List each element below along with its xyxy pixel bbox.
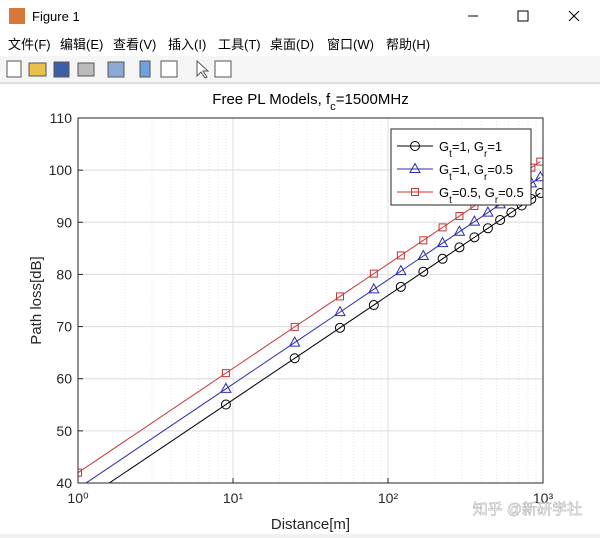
x-tick-label: 10²	[378, 490, 399, 506]
marker	[453, 225, 466, 236]
tool-open[interactable]	[28, 62, 47, 77]
y-tick-label: 110	[50, 110, 73, 126]
marker	[506, 207, 517, 218]
marker	[369, 269, 378, 278]
marker	[409, 162, 421, 173]
legend-label: Gt=0.5, Gr=0.5	[439, 185, 524, 206]
legend-label: Gt=1, Gr=1	[439, 139, 502, 160]
legend-label: Gt=1, Gr=0.5	[439, 162, 513, 183]
menu-item[interactable]: 编辑(E)	[60, 37, 103, 52]
x-tick-label: 10³	[533, 490, 554, 506]
marker	[417, 249, 430, 261]
marker	[438, 223, 447, 232]
window-title: Figure 1	[32, 9, 80, 24]
marker	[468, 215, 481, 226]
maximize-button[interactable]	[517, 10, 529, 22]
marker	[410, 141, 420, 151]
tool-property[interactable]	[214, 60, 232, 78]
toolbar	[0, 56, 600, 83]
toolbar-icons	[6, 59, 232, 79]
marker	[334, 322, 345, 333]
menu-bar	[0, 32, 600, 56]
menu-item[interactable]: 帮助(H)	[386, 37, 430, 52]
chart-title: Free PL Models, fc=1500MHz	[212, 91, 408, 113]
marker	[535, 187, 543, 198]
tool-pointer[interactable]	[196, 59, 210, 79]
marker	[536, 157, 543, 166]
marker	[396, 251, 405, 260]
x-tick-label: 10¹	[223, 490, 244, 506]
legend: Gt=1, Gr=1Gt=1, Gr=0.5Gt=0.5, Gr=0.5	[390, 128, 532, 206]
menu-item[interactable]: 查看(V)	[113, 37, 156, 52]
marker	[495, 215, 506, 226]
marker	[437, 253, 448, 264]
menu: 文件(F) 编辑(E) 查看(V) 插入(I) 工具(T) 桌面(D) 窗口(W) 帮助(H)	[8, 37, 430, 52]
menu-item[interactable]: 桌面(D)	[270, 37, 314, 52]
title-bar	[0, 0, 600, 32]
marker	[395, 281, 406, 292]
marker	[394, 264, 407, 276]
marker	[288, 336, 301, 347]
menu-item[interactable]: 工具(T)	[218, 37, 261, 52]
marker	[335, 292, 344, 301]
marker	[220, 399, 231, 410]
app-icon	[9, 8, 25, 24]
marker	[418, 266, 429, 277]
marker	[482, 223, 493, 234]
marker	[367, 282, 380, 294]
y-tick-label: 90	[56, 214, 72, 230]
y-tick-label: 70	[56, 319, 72, 335]
marker	[455, 212, 464, 221]
tool-print[interactable]	[77, 62, 95, 77]
marker	[78, 468, 82, 477]
marker	[469, 232, 480, 243]
y-tick-label: 80	[56, 266, 72, 282]
plot: 40 50 60 70 80 90 100 110 10⁰ 10¹ 10² 10³ Free PL Mo…	[28, 91, 553, 533]
watermark: 知乎 @新研学社	[473, 501, 582, 518]
x-tick-label: 10⁰	[67, 490, 89, 506]
y-tick-label: 60	[56, 371, 72, 387]
close-button[interactable]	[568, 10, 580, 22]
series-line	[108, 192, 541, 483]
marker	[419, 236, 428, 245]
menu-item[interactable]: 窗口(W)	[327, 37, 374, 52]
marker	[221, 369, 230, 378]
marker	[334, 305, 346, 317]
tool-save[interactable]	[53, 61, 70, 78]
marker	[436, 236, 449, 248]
tool-link[interactable]	[107, 61, 125, 78]
tool-colorbar[interactable]	[139, 60, 151, 78]
marker	[454, 242, 465, 253]
marker	[482, 206, 494, 217]
y-tick-label: 50	[56, 423, 72, 439]
marker	[289, 353, 300, 364]
y-tick-label: 100	[49, 162, 73, 178]
tool-new[interactable]	[6, 60, 22, 78]
marker	[368, 300, 379, 311]
marker	[411, 188, 419, 196]
marker	[220, 382, 232, 393]
menu-item[interactable]: 插入(I)	[168, 37, 206, 52]
menu-item[interactable]: 文件(F)	[8, 37, 51, 52]
marker	[290, 322, 299, 331]
x-axis-label: Distance[m]	[271, 516, 350, 533]
tool-legend[interactable]	[160, 60, 178, 78]
axes-box	[77, 117, 544, 484]
y-axis-label: Path loss[dB]	[28, 256, 45, 344]
y-tick-label: 40	[56, 475, 72, 491]
